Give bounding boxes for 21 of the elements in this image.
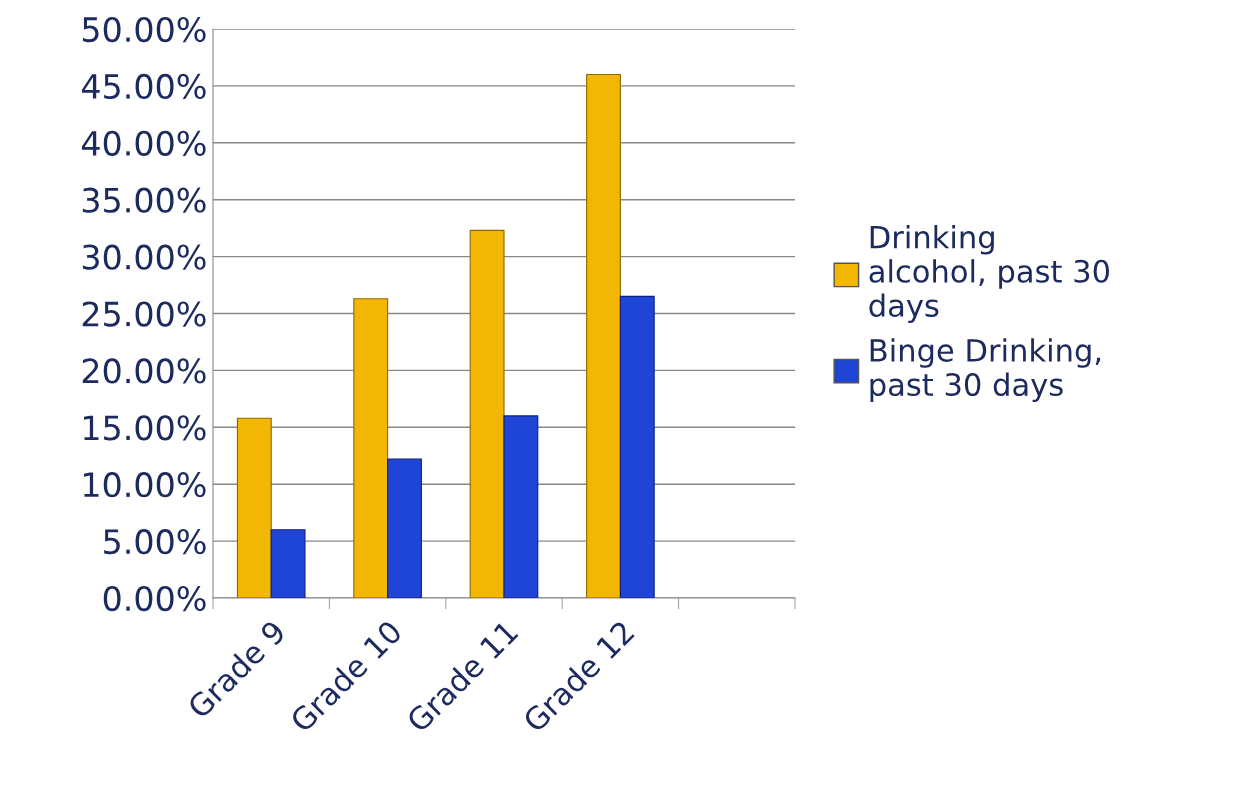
y-tick-label: 50.00% <box>82 16 206 43</box>
y-tick-label: 0.00% <box>103 585 206 612</box>
bar <box>619 295 655 598</box>
y-tick-label: 45.00% <box>81 73 206 100</box>
y-tick-label: 40.00% <box>81 130 206 156</box>
y-tick-label: 30.00% <box>82 244 206 270</box>
bar <box>586 73 621 598</box>
y-tick-label: 5.00% <box>104 529 206 555</box>
bar <box>236 417 272 598</box>
bar <box>353 298 389 598</box>
bar <box>270 529 306 598</box>
y-tick-label: 10.00% <box>84 472 206 498</box>
legend-label: Binge Drinking, past 30 days <box>870 338 1101 403</box>
y-tick-label: 35.00% <box>82 187 206 213</box>
y-tick-label: 20.00% <box>82 358 206 384</box>
y-tick-label: 25.00% <box>82 301 206 327</box>
y-tick-label: 15.00% <box>84 415 206 441</box>
bar <box>503 415 539 598</box>
bar <box>387 458 422 598</box>
legend-label: Drinking alcohol, past 30 days <box>869 224 1110 323</box>
bar <box>469 229 505 598</box>
